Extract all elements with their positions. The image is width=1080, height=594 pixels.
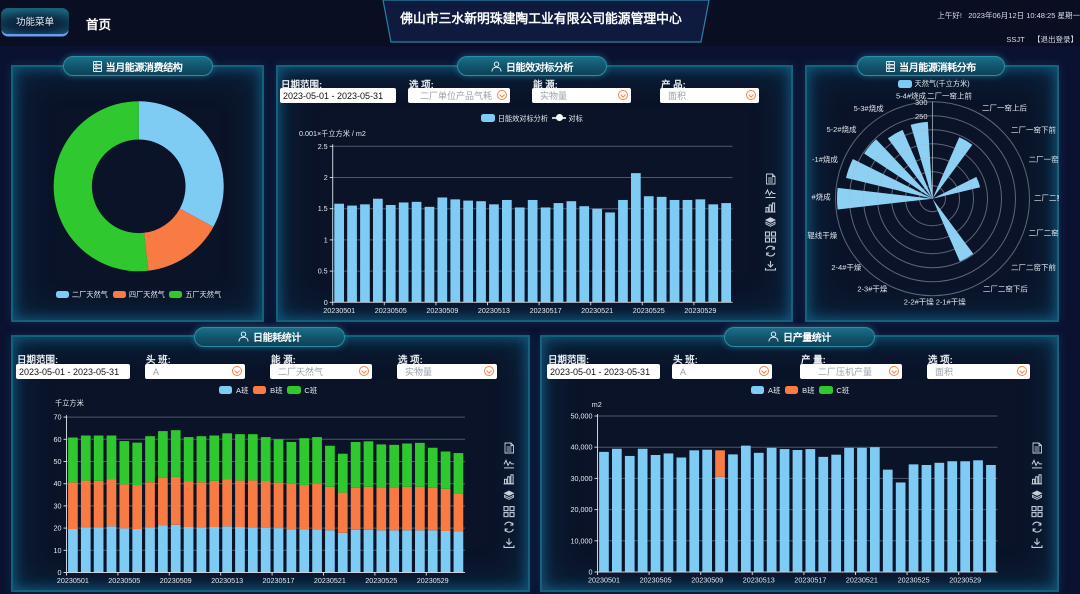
svg-text:20230525: 20230525 <box>898 576 930 585</box>
svg-text:300: 300 <box>915 98 928 107</box>
svg-text:20230505: 20230505 <box>375 306 407 315</box>
svg-text:0.5: 0.5 <box>318 267 328 276</box>
svg-text:20230525: 20230525 <box>365 576 397 585</box>
svg-text:二厂一窑下前: 二厂一窑下前 <box>1011 125 1056 135</box>
svg-text:二厂一窑上前: 二厂一窑上前 <box>927 91 972 101</box>
svg-text:5-2#烧成: 5-2#烧成 <box>826 124 857 134</box>
svg-text:二厂二窑上后: 二厂二窑上后 <box>1029 228 1059 238</box>
svg-text:2-2#干燥: 2-2#干燥 <box>904 298 935 307</box>
svg-text:20230517: 20230517 <box>263 576 295 585</box>
svg-text:5-3#烧成: 5-3#烧成 <box>854 103 885 113</box>
svg-text:20230501: 20230501 <box>323 306 355 315</box>
svg-text:20230509: 20230509 <box>691 576 723 585</box>
svg-text:二厂一窑下后: 二厂一窑下后 <box>1029 154 1059 164</box>
svg-text:20: 20 <box>54 524 62 533</box>
svg-text:二厂二窑下前: 二厂二窑下前 <box>1011 262 1056 272</box>
svg-text:二厂一窑上后: 二厂一窑上后 <box>982 103 1027 113</box>
svg-text:20230517: 20230517 <box>530 306 562 315</box>
svg-text:2: 2 <box>324 173 328 182</box>
svg-text:40: 40 <box>54 479 62 488</box>
svg-text:-1#烧成: -1#烧成 <box>812 154 838 164</box>
svg-text:0: 0 <box>58 568 62 577</box>
svg-text:辊线干燥: 辊线干燥 <box>807 230 837 240</box>
svg-text:2-3#干燥: 2-3#干燥 <box>857 285 888 294</box>
svg-text:0: 0 <box>589 568 593 577</box>
svg-text:0: 0 <box>324 298 328 307</box>
svg-text:1: 1 <box>324 235 328 244</box>
svg-text:60: 60 <box>54 435 62 444</box>
svg-text:20230529: 20230529 <box>949 576 981 585</box>
svg-text:20230505: 20230505 <box>640 576 672 585</box>
svg-text:1.5: 1.5 <box>318 204 328 213</box>
svg-text:10,000: 10,000 <box>571 536 593 545</box>
svg-text:50,000: 50,000 <box>571 412 593 421</box>
svg-text:20230509: 20230509 <box>160 576 192 585</box>
svg-text:2.5: 2.5 <box>318 142 328 151</box>
svg-text:20230517: 20230517 <box>794 576 826 585</box>
svg-text:2-4#干燥: 2-4#干燥 <box>831 263 862 272</box>
svg-text:30: 30 <box>54 501 62 510</box>
svg-text:#烧成: #烧成 <box>812 192 832 202</box>
svg-text:20230525: 20230525 <box>633 306 665 315</box>
svg-text:二厂二窑上前: 二厂二窑上前 <box>1034 193 1059 203</box>
svg-text:50: 50 <box>54 457 62 466</box>
svg-text:20230513: 20230513 <box>743 576 775 585</box>
svg-text:m2: m2 <box>592 400 602 409</box>
svg-text:20230529: 20230529 <box>417 576 449 585</box>
svg-text:2-1#干燥: 2-1#干燥 <box>936 298 967 307</box>
svg-text:20230505: 20230505 <box>108 576 140 585</box>
svg-text:20230509: 20230509 <box>426 306 458 315</box>
svg-text:250: 250 <box>915 112 928 121</box>
svg-text:40,000: 40,000 <box>571 443 593 452</box>
svg-text:70: 70 <box>54 413 62 422</box>
svg-text:20230513: 20230513 <box>211 576 243 585</box>
svg-text:10: 10 <box>54 546 62 555</box>
svg-text:二厂二窑下后: 二厂二窑下后 <box>983 284 1028 294</box>
svg-text:20230521: 20230521 <box>846 576 878 585</box>
svg-text:20230529: 20230529 <box>684 306 716 315</box>
svg-text:0.001×千立方米 / m2: 0.001×千立方米 / m2 <box>299 129 366 138</box>
svg-text:千立方米: 千立方米 <box>55 399 84 408</box>
svg-text:20230501: 20230501 <box>588 576 620 585</box>
svg-text:30,000: 30,000 <box>571 474 593 483</box>
svg-text:5-4#烧成: 5-4#烧成 <box>896 91 927 101</box>
svg-text:20230501: 20230501 <box>57 576 89 585</box>
svg-text:20230513: 20230513 <box>478 306 510 315</box>
svg-text:20230521: 20230521 <box>581 306 613 315</box>
svg-text:20,000: 20,000 <box>571 505 593 514</box>
svg-text:20230521: 20230521 <box>314 576 346 585</box>
